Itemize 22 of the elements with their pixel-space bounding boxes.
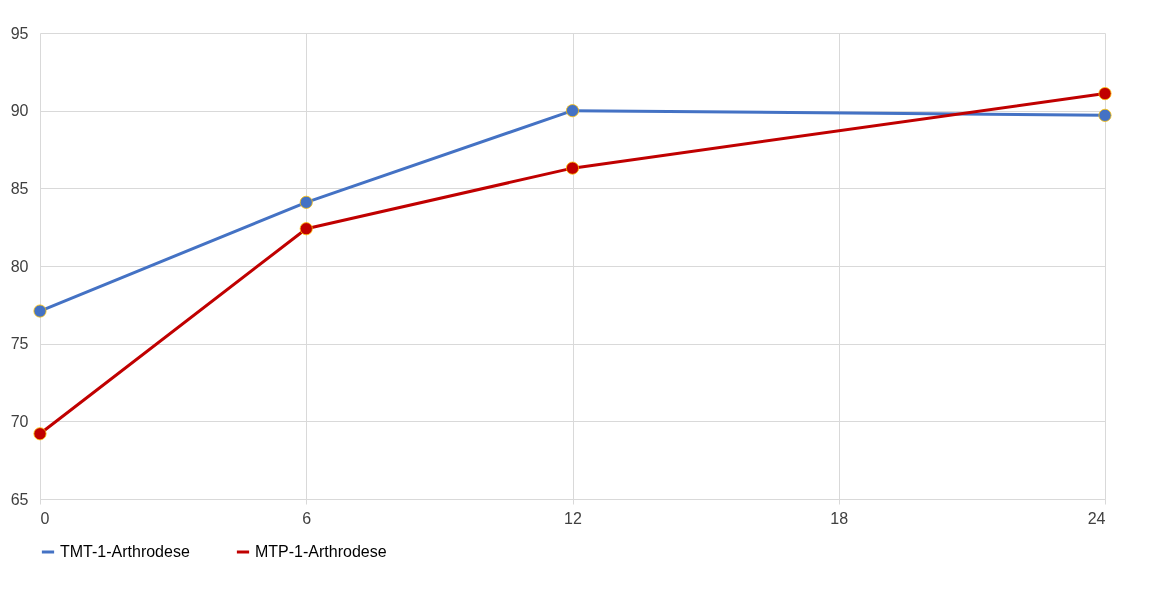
y-tick-label: 85 <box>10 179 29 197</box>
x-tick-label: 0 <box>40 509 50 527</box>
x-tick-label: 18 <box>830 509 849 527</box>
point <box>1098 87 1112 101</box>
point <box>299 222 313 236</box>
y-tick-label: 80 <box>10 257 29 275</box>
x-tick-label: 12 <box>564 509 582 527</box>
point <box>33 304 47 318</box>
point <box>33 427 47 441</box>
y-tick-label: 90 <box>10 102 29 120</box>
x-tick-label: 24 <box>1087 509 1106 527</box>
y-tick-label: 65 <box>10 490 29 508</box>
legend-label: MTP-1-Arthrodese <box>255 543 387 560</box>
point <box>565 161 580 175</box>
point <box>299 195 313 209</box>
y-tick-label: 75 <box>10 335 29 353</box>
y-tick-label: 70 <box>10 412 29 430</box>
x-tick-label: 6 <box>302 509 312 527</box>
legend-label: TMT-1-Arthrodese <box>60 543 190 560</box>
y-tick-label: 95 <box>10 24 29 42</box>
point <box>565 104 580 118</box>
point <box>1098 108 1112 122</box>
